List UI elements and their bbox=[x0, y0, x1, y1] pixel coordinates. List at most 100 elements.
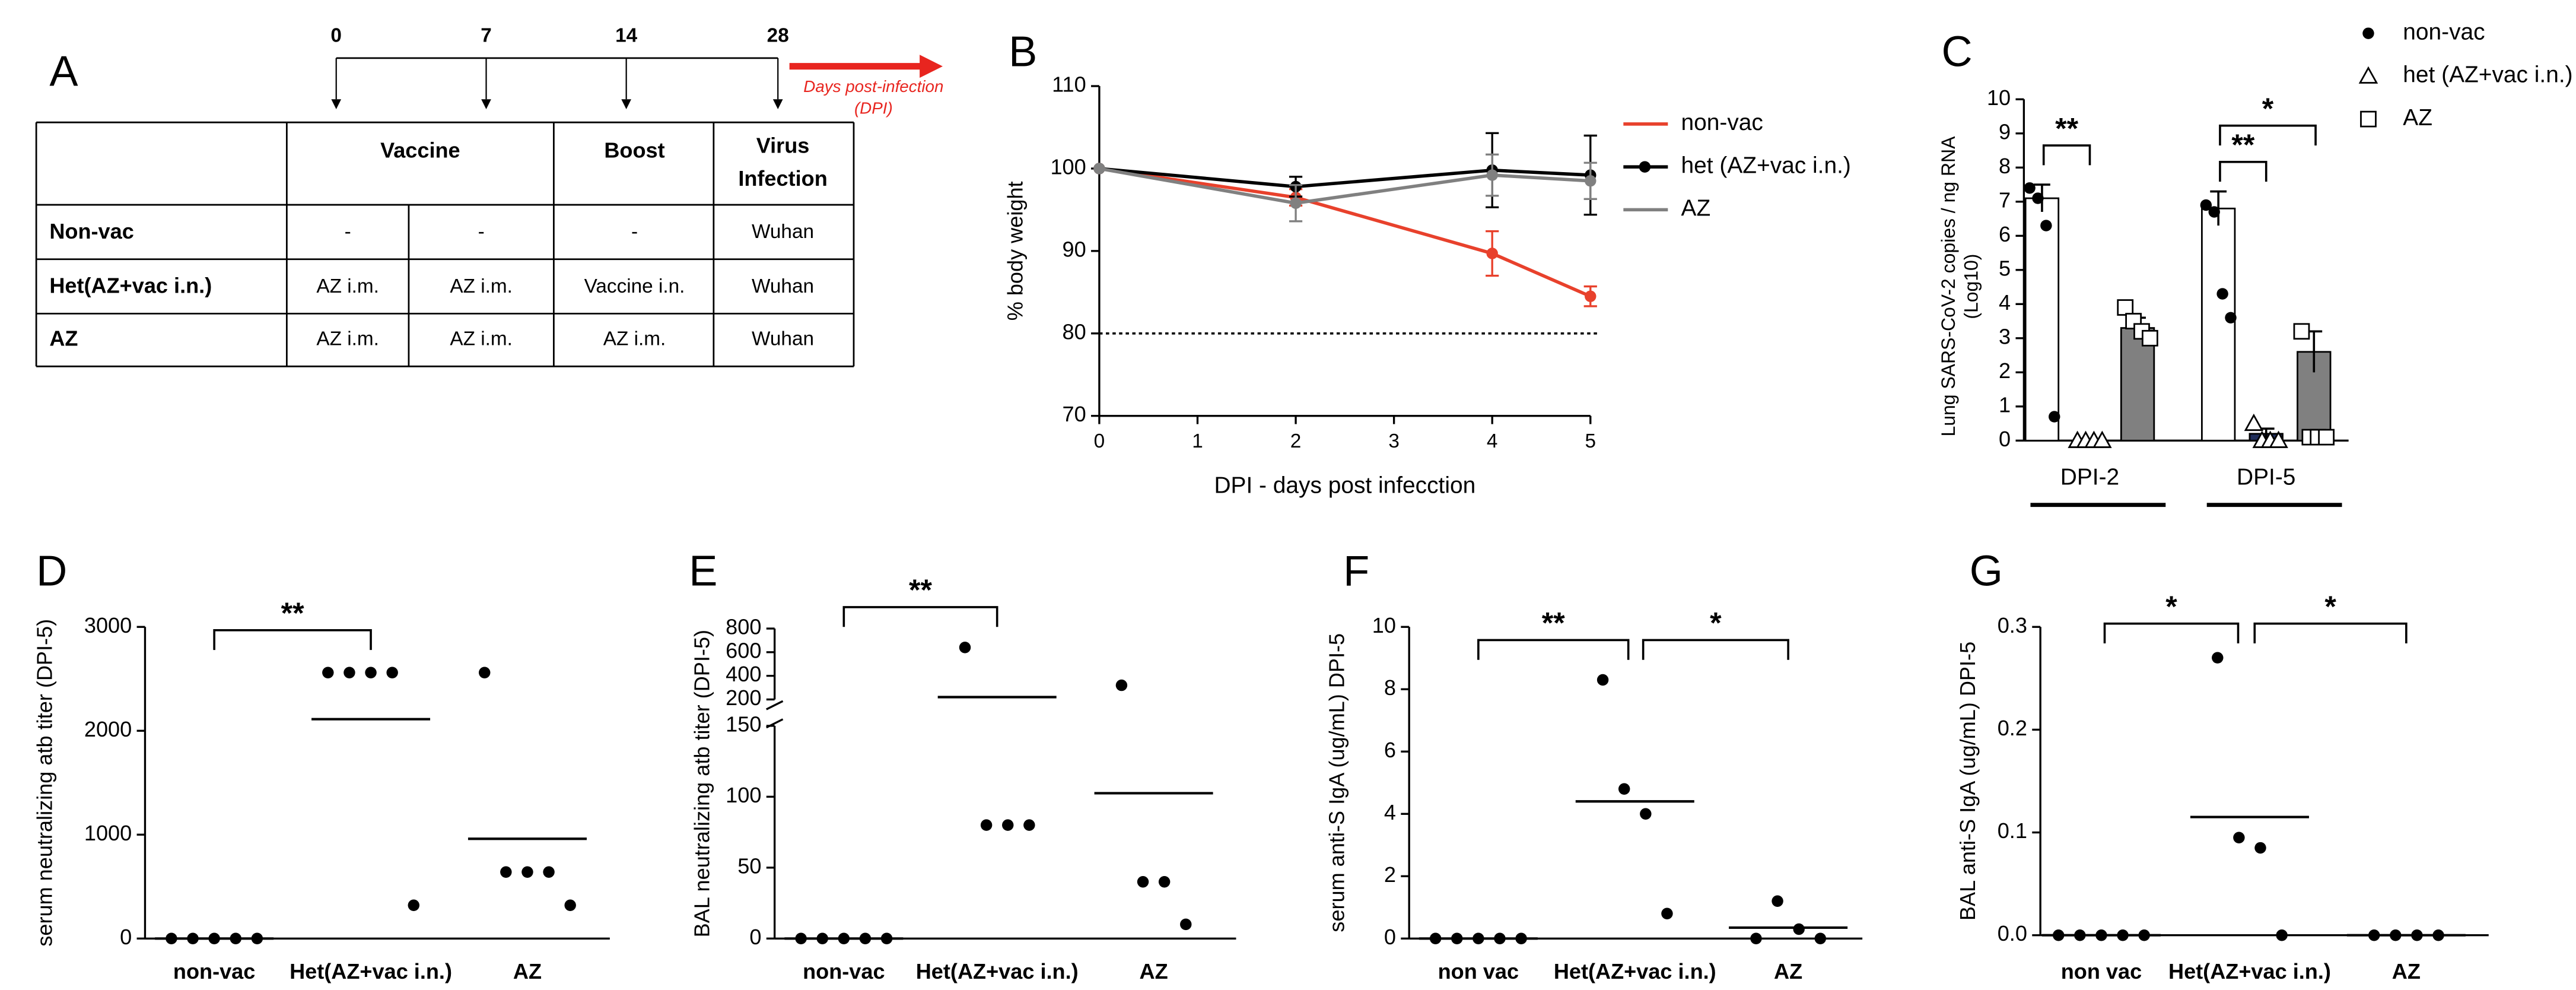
significance-bracket bbox=[1477, 639, 1630, 660]
table-row-name: Non-vac bbox=[49, 219, 133, 243]
panel-letter: F bbox=[1343, 547, 1369, 595]
x-tick-label: Het(AZ+vac i.n.) bbox=[2168, 959, 2331, 983]
timeline-shapes bbox=[336, 55, 943, 78]
data-point bbox=[1597, 674, 1609, 686]
legend-marker bbox=[2360, 110, 2377, 128]
significance-label: ** bbox=[2055, 112, 2078, 145]
y-tick-label: 200 bbox=[726, 686, 761, 710]
data-point bbox=[2318, 429, 2335, 446]
y-tick-label: 0.1 bbox=[1998, 818, 2027, 843]
data-point bbox=[500, 866, 512, 878]
y-tick-label: 90 bbox=[1063, 237, 1086, 261]
y-tick-label: 100 bbox=[726, 783, 761, 807]
timeline-arrowhead bbox=[331, 99, 342, 109]
x-tick-label: AZ bbox=[2392, 959, 2421, 983]
significance-bracket bbox=[2103, 622, 2240, 644]
series-line bbox=[1099, 167, 1591, 189]
data-point bbox=[1137, 875, 1149, 888]
x-tick-label: DPI-2 bbox=[2060, 464, 2119, 490]
significance-label: ** bbox=[909, 573, 932, 607]
x-tick-label: non-vac bbox=[173, 959, 255, 983]
y-tick-label: 10 bbox=[1987, 85, 2011, 110]
timeline-arrowhead bbox=[772, 99, 783, 109]
dpi-arrow-head bbox=[920, 55, 943, 78]
y-tick-label: 2 bbox=[1999, 358, 2011, 383]
data-point bbox=[2225, 312, 2237, 324]
panel-letter: C bbox=[1941, 28, 1972, 75]
significance-bracket bbox=[2042, 144, 2091, 166]
data-point bbox=[980, 819, 993, 831]
y-tick-label: 6 bbox=[1384, 738, 1396, 762]
timeline-tick-label: 7 bbox=[481, 25, 492, 47]
data-point bbox=[2032, 192, 2044, 204]
timeline-tick-label: 14 bbox=[615, 25, 638, 47]
data-point bbox=[365, 667, 377, 678]
bar bbox=[2024, 197, 2060, 442]
data-point bbox=[1115, 679, 1128, 691]
data-point bbox=[1585, 175, 1597, 187]
y-tick-label: 8 bbox=[1999, 154, 2011, 178]
timeline-tick-label: 28 bbox=[767, 25, 789, 47]
data-point bbox=[2254, 842, 2266, 854]
data-point bbox=[1158, 875, 1171, 888]
y-tick-label: 50 bbox=[737, 853, 761, 878]
data-point bbox=[1486, 169, 1498, 181]
data-point bbox=[521, 866, 533, 878]
data-point bbox=[2200, 199, 2212, 211]
table-cell: AZ i.m. bbox=[450, 328, 513, 350]
data-point bbox=[1772, 895, 1783, 907]
y-tick-label: 0 bbox=[120, 925, 132, 949]
table-cell: Vaccine i.n. bbox=[584, 275, 685, 297]
significance-bracket bbox=[2219, 124, 2317, 146]
significance-label: ** bbox=[281, 596, 304, 630]
axis-break bbox=[766, 700, 784, 710]
data-point bbox=[1661, 908, 1673, 919]
data-point bbox=[408, 899, 419, 911]
legend-label: het (AZ+vac i.n.) bbox=[1681, 153, 1851, 178]
data-point bbox=[1093, 163, 1105, 174]
data-point bbox=[2040, 220, 2052, 231]
panel-letter: E bbox=[689, 547, 717, 595]
data-point bbox=[2117, 299, 2134, 316]
timeline-arrowhead bbox=[621, 99, 631, 109]
table-cell: AZ i.m. bbox=[316, 328, 379, 350]
x-tick-label: 5 bbox=[1585, 430, 1596, 452]
table-cell: AZ i.m. bbox=[603, 328, 666, 350]
y-tick-label: 400 bbox=[726, 662, 761, 686]
data-point bbox=[2276, 929, 2288, 941]
y-axis-label: BAL anti-S IgA (ug/mL) DPI-5 bbox=[1955, 642, 1980, 921]
table-cell: Wuhan bbox=[752, 221, 814, 243]
y-axis-label: Lung SARS-CoV-2 copies / ng RNA bbox=[1938, 136, 1959, 437]
bar bbox=[2201, 207, 2236, 442]
significance-bracket bbox=[213, 629, 372, 651]
data-point bbox=[1290, 197, 1302, 210]
series-line bbox=[1099, 167, 1591, 205]
data-point bbox=[1002, 819, 1014, 831]
y-tick-label: 6 bbox=[1999, 222, 2011, 246]
table-row-name: Het(AZ+vac i.n.) bbox=[49, 274, 212, 298]
x-tick-label: Het(AZ+vac i.n.) bbox=[290, 959, 452, 983]
data-point bbox=[543, 866, 555, 878]
y-tick-label: 70 bbox=[1063, 402, 1086, 426]
y-tick-label: 3 bbox=[1999, 324, 2011, 348]
legend-label: non-vac bbox=[1681, 110, 1763, 135]
data-point bbox=[2049, 411, 2060, 423]
y-axis-label: serum neutralizing atb titer (DPI-5) bbox=[32, 619, 56, 947]
y-axis-label: serum anti-S IgA (ug/mL) DPI-5 bbox=[1324, 633, 1349, 932]
data-point bbox=[386, 667, 398, 678]
table-cell: AZ i.m. bbox=[450, 275, 513, 297]
significance-label: * bbox=[2165, 590, 2177, 623]
data-point bbox=[1640, 808, 1652, 820]
y-tick-label: 150 bbox=[726, 712, 761, 736]
panel-letter: D bbox=[36, 547, 67, 595]
series-line bbox=[1099, 167, 1591, 298]
panel-letter: B bbox=[1009, 28, 1037, 75]
panel-letter: G bbox=[1970, 547, 2003, 595]
table-header: Boost bbox=[604, 138, 664, 163]
table-cell: AZ i.m. bbox=[316, 275, 379, 297]
x-tick-label: 4 bbox=[1487, 430, 1498, 452]
panel-letter: A bbox=[49, 48, 78, 96]
data-point bbox=[1486, 248, 1498, 259]
y-tick-label: 4 bbox=[1384, 800, 1396, 824]
